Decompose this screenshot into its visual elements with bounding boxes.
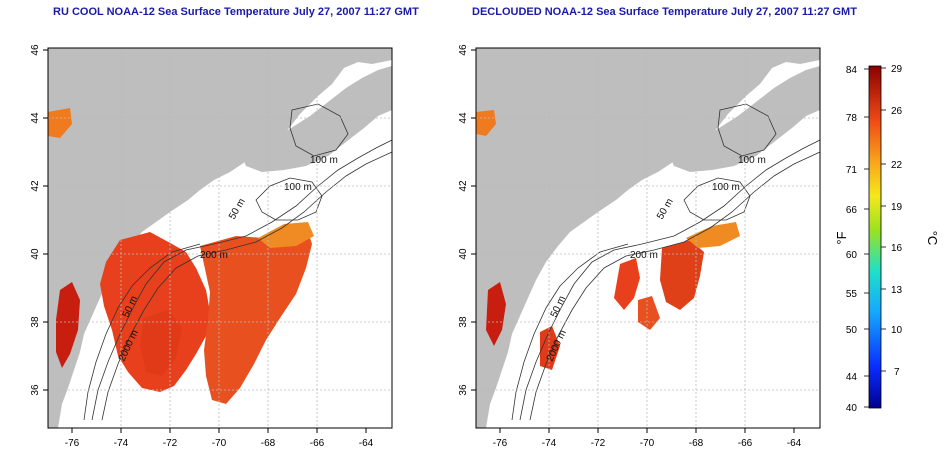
colorbar-gradient xyxy=(868,65,882,409)
x-tick-label: -66 xyxy=(310,438,325,449)
contour-label: 100 m xyxy=(310,155,338,166)
sst-patch xyxy=(476,110,496,136)
x-tick-label: -68 xyxy=(261,438,276,449)
x-tick-label: -72 xyxy=(163,438,178,449)
fahrenheit-tick: 44 xyxy=(846,372,858,383)
x-tick-label: -70 xyxy=(212,438,227,449)
x-tick-label: -72 xyxy=(591,438,606,449)
right-panel-title: DECLOUDED NOAA-12 Sea Surface Temperatur… xyxy=(472,6,857,18)
contour-label: 100 m xyxy=(712,182,740,193)
sst-patch xyxy=(200,226,312,404)
celsius-tick: 19 xyxy=(891,202,903,213)
sst-patch xyxy=(56,282,80,368)
fahrenheit-tick: 66 xyxy=(846,205,858,216)
contour-label: 200 m xyxy=(630,250,658,261)
x-tick-label: -70 xyxy=(640,438,655,449)
y-tick-label: 42 xyxy=(458,180,469,192)
contour-label: 100 m xyxy=(738,155,766,166)
nova-scotia-land xyxy=(240,66,392,172)
sst-patch xyxy=(686,222,740,248)
x-tick-label: -66 xyxy=(738,438,753,449)
land-mass xyxy=(476,48,820,428)
y-tick-label: 40 xyxy=(458,248,469,260)
x-tick-label: -74 xyxy=(542,438,557,449)
right-sst-map: 100 m 100 m 50 m 200 m 50 m 2000 m -76 -… xyxy=(458,44,821,449)
celsius-tick: 22 xyxy=(891,160,903,171)
sst-patch xyxy=(100,232,210,392)
celsius-unit-label: °C xyxy=(925,231,940,246)
celsius-tick: 26 xyxy=(891,106,903,117)
temperature-colorbar: 84 78 71 66 60 55 50 44 40 29 26 22 19 xyxy=(834,64,940,414)
sst-patch xyxy=(258,222,314,248)
celsius-tick: 29 xyxy=(891,64,903,75)
y-tick-label: 46 xyxy=(30,44,41,56)
y-tick-label: 38 xyxy=(458,316,469,328)
sst-patch xyxy=(660,240,704,310)
y-tick-label: 42 xyxy=(30,180,41,192)
sst-patch xyxy=(486,282,506,346)
bathymetry-contours xyxy=(83,103,393,421)
x-tick-label: -76 xyxy=(65,438,80,449)
x-tick-label: -76 xyxy=(493,438,508,449)
y-tick-label: 44 xyxy=(458,112,469,124)
fahrenheit-tick: 78 xyxy=(846,113,858,124)
nova-scotia-land xyxy=(668,66,820,172)
fahrenheit-tick: 60 xyxy=(846,250,858,261)
sst-gulf-maine xyxy=(48,108,72,138)
fahrenheit-tick: 71 xyxy=(846,165,858,176)
fahrenheit-tick: 50 xyxy=(846,325,858,336)
left-panel-title: RU COOL NOAA-12 Sea Surface Temperature … xyxy=(53,6,419,18)
sst-patch xyxy=(540,326,560,370)
left-sst-map: 100 m 100 m 50 m 200 m 50 m 2000 m -76 -… xyxy=(30,44,393,449)
celsius-tick: 16 xyxy=(891,243,903,254)
left-map-frame xyxy=(47,47,393,429)
y-tick-label: 40 xyxy=(30,248,41,260)
grid-lines xyxy=(476,48,820,428)
celsius-tick: 13 xyxy=(891,285,903,296)
sst-patch xyxy=(614,258,640,310)
right-map-frame xyxy=(475,47,821,429)
y-tick-label: 36 xyxy=(30,384,41,396)
y-tick-label: 44 xyxy=(30,112,41,124)
fahrenheit-tick: 55 xyxy=(846,289,858,300)
celsius-tick: 10 xyxy=(891,325,903,336)
x-tick-label: -68 xyxy=(689,438,704,449)
contour-label: 200 m xyxy=(200,250,228,261)
x-tick-label: -64 xyxy=(787,438,802,449)
fahrenheit-tick: 40 xyxy=(846,403,858,414)
y-tick-label: 36 xyxy=(458,384,469,396)
y-tick-label: 38 xyxy=(30,316,41,328)
x-tick-label: -64 xyxy=(359,438,374,449)
fahrenheit-unit-label: °F xyxy=(834,231,849,244)
grid-lines xyxy=(48,48,392,428)
sst-patch xyxy=(638,296,660,330)
fahrenheit-tick: 84 xyxy=(846,65,858,76)
contour-label: 100 m xyxy=(284,182,312,193)
celsius-tick: 7 xyxy=(894,367,900,378)
x-tick-label: -74 xyxy=(114,438,129,449)
land-mass xyxy=(48,48,392,428)
bathymetry-contours xyxy=(511,103,821,421)
y-tick-label: 46 xyxy=(458,44,469,56)
sst-patch xyxy=(140,310,182,376)
